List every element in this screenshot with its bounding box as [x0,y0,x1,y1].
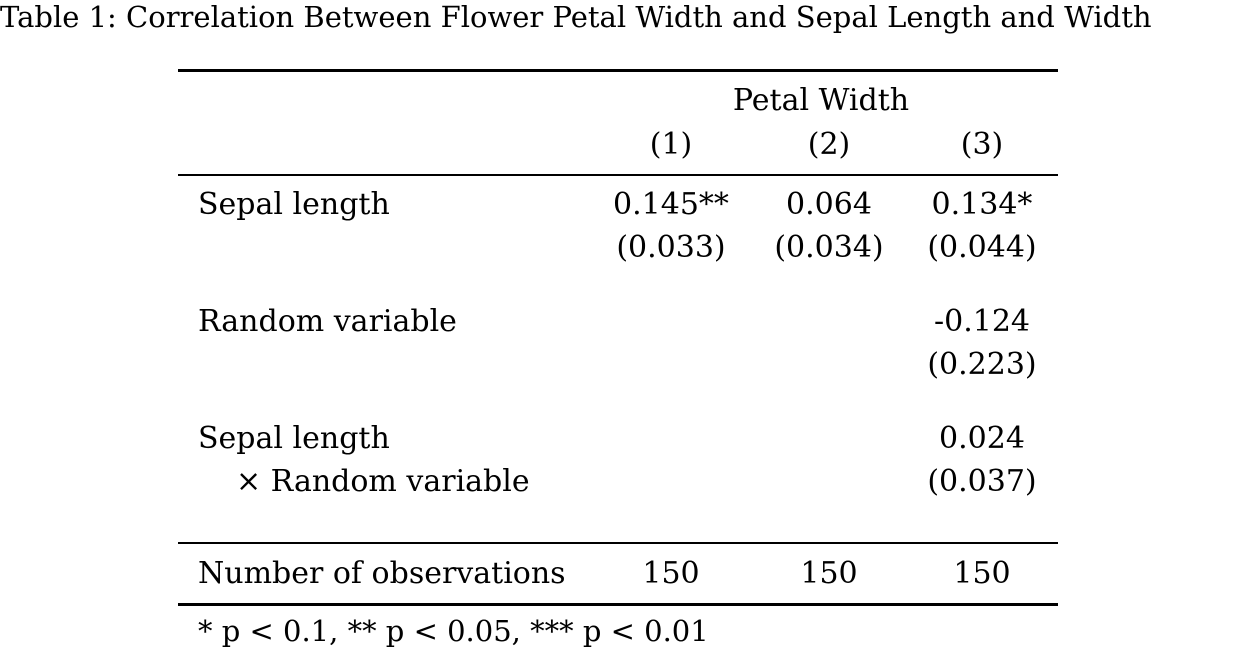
table-caption: Table 1: Correlation Between Flower Peta… [0,0,1152,34]
bottom-rule [178,603,1058,606]
top-rule [178,69,1058,72]
header-rule [178,174,1058,176]
row-label-sepal-length: Sepal length [198,187,390,222]
column-header-2: (2) [807,127,851,162]
coefficient-cell: 0.064 [786,187,872,222]
coefficient-cell: -0.124 [933,304,1031,339]
column-header-1: (1) [649,127,693,162]
coefficient-cell: 0.134* [931,187,1033,222]
std-error-cell: (0.034) [774,230,884,265]
std-error-cell: (0.223) [927,347,1037,382]
std-error-cell: (0.033) [616,230,726,265]
dependent-variable-header: Petal Width [732,83,910,118]
summary-rule [178,542,1058,544]
row-label-interaction-line2: × Random variable [236,464,530,499]
column-header-3: (3) [960,127,1004,162]
row-label-observations: Number of observations [198,556,566,591]
significance-note: * p < 0.1, ** p < 0.05, *** p < 0.01 [198,614,709,648]
coefficient-cell: 0.145** [613,187,729,222]
observations-cell: 150 [642,556,700,591]
row-label-interaction: Sepal length [198,421,390,456]
std-error-cell: (0.044) [927,230,1037,265]
coefficient-cell: 0.024 [939,421,1025,456]
row-label-random-variable: Random variable [198,304,457,339]
observations-cell: 150 [953,556,1011,591]
observations-cell: 150 [800,556,858,591]
std-error-cell: (0.037) [927,464,1037,499]
